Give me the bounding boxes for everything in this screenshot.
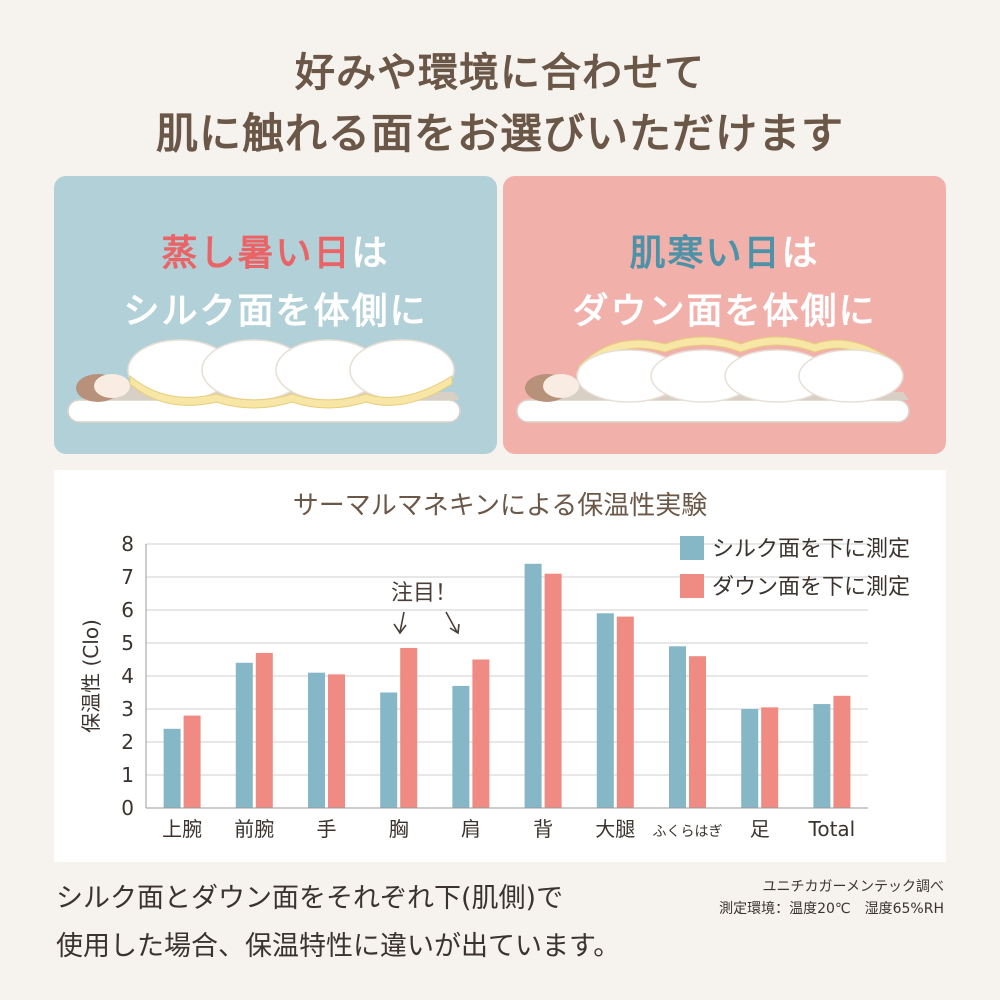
x-tick-label: 肩	[461, 817, 481, 841]
x-tick-label: 足	[750, 817, 770, 841]
bar-silk-9	[813, 704, 831, 808]
bar-down-2	[328, 674, 345, 808]
panel-cold-day-accent-suffix: は	[781, 233, 820, 274]
bar-down-5	[544, 573, 562, 808]
bar-silk-7	[669, 646, 686, 808]
bar-down-8	[761, 707, 779, 808]
legend-swatch-0	[680, 536, 704, 560]
y-tick-label: 2	[121, 730, 134, 754]
legend-label-0: シルク面を下に測定	[712, 537, 910, 562]
x-tick-label: 手	[317, 817, 337, 841]
x-tick-label: 大腿	[595, 817, 635, 841]
chart-bars	[163, 563, 851, 808]
panel-cold-day-subtitle: ダウン面を体側に	[572, 291, 877, 332]
bar-down-1	[255, 652, 273, 808]
y-tick-label: 8	[121, 532, 134, 556]
y-tick-label: 3	[121, 697, 134, 721]
footer-line-1: シルク面とダウン面をそれぞれ下(肌側)で	[56, 883, 564, 914]
bar-down-6	[616, 616, 634, 808]
chart-card: サーマルマネキンによる保温性実験 0 1 2 3 4 5 6 7 8 上腕 前腕 手 胸 肩 背 大腿 ふくらは…	[54, 470, 946, 862]
panel-hot-day: 蒸し暑い日は シルク面を体側に	[54, 176, 497, 454]
bar-silk-8	[741, 709, 759, 808]
bar-down-9	[833, 695, 851, 808]
y-tick-label: 7	[121, 565, 134, 589]
y-tick-label: 0	[121, 796, 134, 820]
sleeper-down-silk-illustration	[516, 336, 910, 423]
panel-hot-day-accent: 蒸し暑い日	[161, 233, 352, 274]
x-tick-label: Total	[808, 817, 856, 841]
panel-cold-day-title: 肌寒い日は	[503, 224, 946, 276]
bar-silk-6	[596, 613, 614, 808]
thermal-chart: サーマルマネキンによる保温性実験 0 1 2 3 4 5 6 7 8 上腕 前腕 手 胸 肩 背 大腿 ふくらは…	[79, 491, 910, 841]
bar-down-3	[400, 647, 418, 808]
bar-down-4	[472, 659, 490, 808]
bar-down-7	[689, 656, 706, 808]
x-tick-label: ふくらはぎ	[653, 824, 723, 840]
bar-silk-2	[308, 672, 325, 808]
headline-line-1: 好みや環境に合わせて	[295, 50, 705, 96]
annotation-text: 注目！	[391, 581, 457, 606]
x-tick-label: 前腕	[234, 817, 274, 841]
x-tick-label: 背	[533, 817, 553, 841]
x-tick-label: 上腕	[162, 817, 202, 841]
headline-line-2: 肌に触れる面をお選びいただけます	[155, 109, 844, 158]
bar-silk-4	[452, 685, 470, 808]
panel-hot-day-title: 蒸し暑い日は	[54, 224, 497, 276]
annotation-arrow-right	[445, 611, 460, 635]
bar-down-0	[183, 715, 201, 808]
y-tick-label: 6	[121, 598, 134, 622]
panel-hot-day-subtitle: シルク面を体側に	[123, 291, 428, 332]
annotation-arrow-left	[393, 611, 407, 635]
credit-source: ユニチカガーメンテック調べ	[762, 879, 944, 895]
sleeper-silk-down-illustration	[67, 339, 461, 423]
footer-line-2: 使用した場合、保温特性に違いが出ています。	[56, 931, 621, 962]
y-tick-label: 5	[121, 631, 134, 655]
panel-cold-day-accent: 肌寒い日	[629, 233, 782, 274]
chart-axes: 0 1 2 3 4 5 6 7 8 上腕 前腕 手 胸 肩 背 大腿 ふくらはぎ 足 Total	[121, 532, 868, 841]
credit-conditions: 測定環境：温度20℃ 湿度65%RH	[719, 901, 944, 917]
y-tick-label: 1	[121, 763, 134, 787]
y-axis-label: 保温性 (Clo)	[79, 619, 103, 733]
legend-swatch-1	[680, 574, 704, 598]
chart-annotation: 注目！	[391, 581, 460, 635]
panel-hot-day-accent-suffix: は	[351, 233, 390, 274]
panel-cold-day: 肌寒い日は ダウン面を体側に	[503, 176, 946, 454]
chart-title: サーマルマネキンによる保温性実験	[293, 491, 707, 521]
bar-silk-3	[380, 692, 398, 808]
legend-label-1: ダウン面を下に測定	[712, 575, 910, 600]
bar-silk-0	[163, 728, 181, 808]
x-tick-label: 胸	[389, 817, 409, 841]
bar-silk-5	[524, 563, 542, 808]
y-tick-label: 4	[121, 664, 134, 688]
bar-silk-1	[235, 662, 253, 808]
